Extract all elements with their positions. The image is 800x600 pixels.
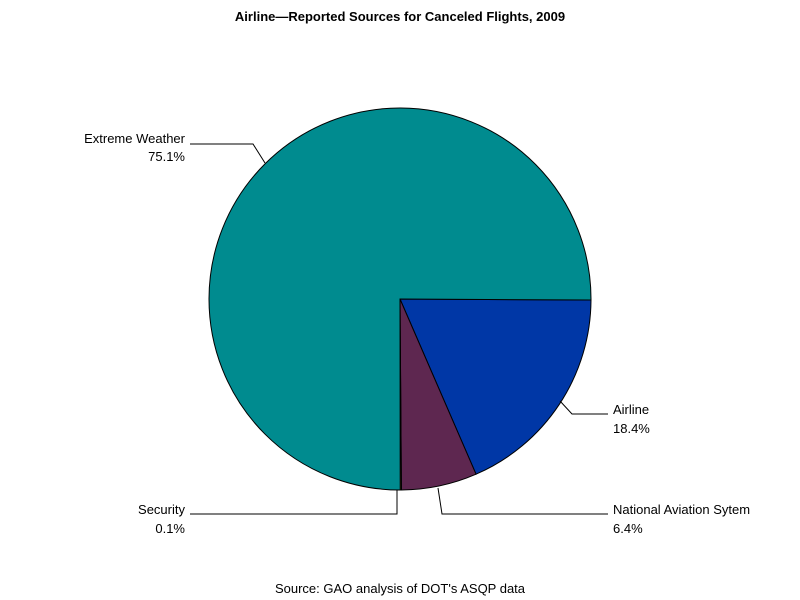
value-airline: 18.4% xyxy=(613,421,650,436)
label-national-aviation: National Aviation Sytem xyxy=(613,502,750,517)
leader-security xyxy=(190,490,398,515)
chart-title: Airline—Reported Sources for Canceled Fl… xyxy=(235,9,565,24)
label-airline: Airline xyxy=(613,402,649,417)
value-national-aviation: 6.4% xyxy=(613,521,643,536)
source-note: Source: GAO analysis of DOT's ASQP data xyxy=(275,581,526,596)
leader-airline xyxy=(559,400,608,415)
slice-airline xyxy=(399,298,592,475)
value-extreme-weather: 75.1% xyxy=(148,149,185,164)
leader-national-aviation xyxy=(437,487,608,515)
value-security: 0.1% xyxy=(155,521,185,536)
leader-extreme-weather xyxy=(190,143,266,164)
label-security: Security xyxy=(138,502,185,517)
label-extreme-weather: Extreme Weather xyxy=(84,131,186,146)
slice-extreme-weather xyxy=(208,107,592,491)
pie-slices xyxy=(208,107,592,491)
